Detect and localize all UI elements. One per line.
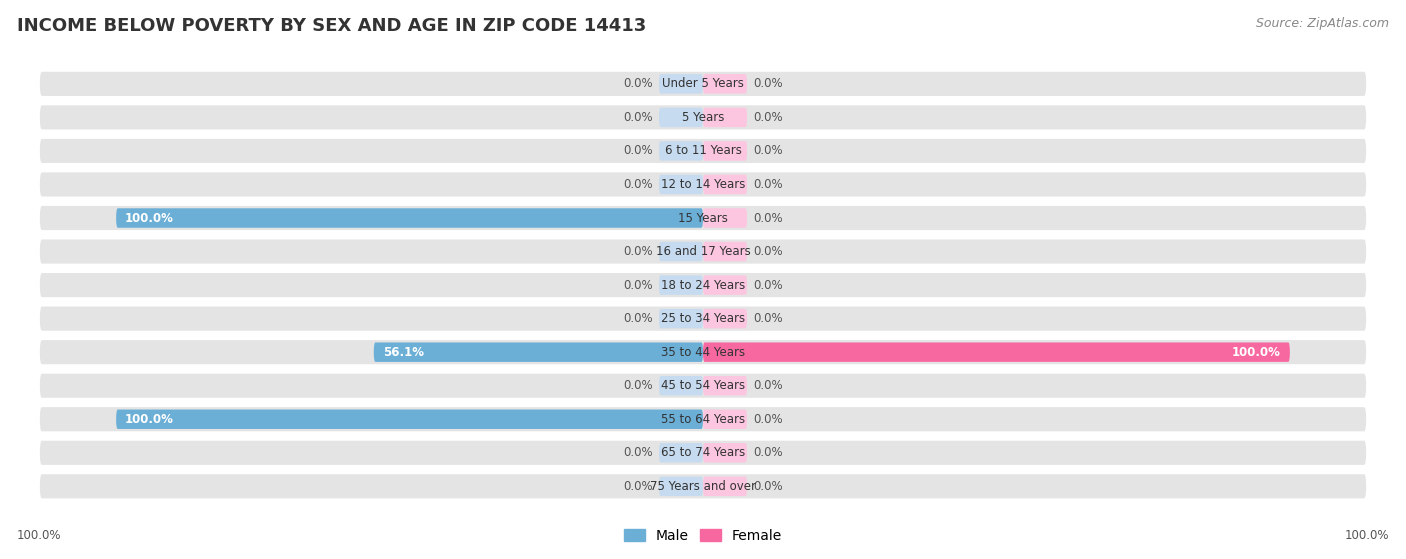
Text: 12 to 14 Years: 12 to 14 Years (661, 178, 745, 191)
Text: 0.0%: 0.0% (752, 111, 783, 124)
FancyBboxPatch shape (703, 443, 747, 462)
FancyBboxPatch shape (659, 242, 703, 261)
Legend: Male, Female: Male, Female (619, 523, 787, 548)
FancyBboxPatch shape (39, 373, 1367, 398)
Text: 0.0%: 0.0% (752, 144, 783, 158)
FancyBboxPatch shape (39, 273, 1367, 297)
Text: 5 Years: 5 Years (682, 111, 724, 124)
FancyBboxPatch shape (659, 309, 703, 328)
Text: 0.0%: 0.0% (623, 144, 654, 158)
FancyBboxPatch shape (703, 209, 747, 228)
FancyBboxPatch shape (39, 474, 1367, 499)
FancyBboxPatch shape (703, 376, 747, 395)
Text: 0.0%: 0.0% (623, 312, 654, 325)
Text: 0.0%: 0.0% (623, 77, 654, 91)
Text: 0.0%: 0.0% (752, 413, 783, 426)
FancyBboxPatch shape (39, 340, 1367, 364)
FancyBboxPatch shape (374, 343, 703, 362)
Text: 56.1%: 56.1% (382, 345, 423, 359)
Text: 0.0%: 0.0% (752, 312, 783, 325)
Text: 25 to 34 Years: 25 to 34 Years (661, 312, 745, 325)
Text: 100.0%: 100.0% (125, 413, 174, 426)
FancyBboxPatch shape (659, 443, 703, 462)
Text: 0.0%: 0.0% (752, 211, 783, 225)
FancyBboxPatch shape (39, 306, 1367, 331)
FancyBboxPatch shape (39, 440, 1367, 465)
FancyBboxPatch shape (39, 139, 1367, 163)
Text: 0.0%: 0.0% (623, 480, 654, 493)
FancyBboxPatch shape (703, 343, 1289, 362)
Text: 18 to 24 Years: 18 to 24 Years (661, 278, 745, 292)
Text: 6 to 11 Years: 6 to 11 Years (665, 144, 741, 158)
Text: 0.0%: 0.0% (752, 245, 783, 258)
Text: 0.0%: 0.0% (623, 379, 654, 392)
Text: 0.0%: 0.0% (752, 278, 783, 292)
Text: 0.0%: 0.0% (752, 77, 783, 91)
FancyBboxPatch shape (703, 175, 747, 194)
Text: 100.0%: 100.0% (1232, 345, 1281, 359)
Text: 0.0%: 0.0% (752, 178, 783, 191)
FancyBboxPatch shape (659, 141, 703, 160)
Text: 0.0%: 0.0% (623, 111, 654, 124)
FancyBboxPatch shape (703, 108, 747, 127)
Text: 0.0%: 0.0% (623, 178, 654, 191)
FancyBboxPatch shape (39, 206, 1367, 230)
Text: INCOME BELOW POVERTY BY SEX AND AGE IN ZIP CODE 14413: INCOME BELOW POVERTY BY SEX AND AGE IN Z… (17, 17, 647, 35)
FancyBboxPatch shape (659, 175, 703, 194)
Text: Source: ZipAtlas.com: Source: ZipAtlas.com (1256, 17, 1389, 30)
FancyBboxPatch shape (659, 108, 703, 127)
FancyBboxPatch shape (703, 410, 747, 429)
Text: Under 5 Years: Under 5 Years (662, 77, 744, 91)
FancyBboxPatch shape (659, 74, 703, 93)
FancyBboxPatch shape (659, 477, 703, 496)
FancyBboxPatch shape (659, 276, 703, 295)
FancyBboxPatch shape (703, 141, 747, 160)
FancyBboxPatch shape (659, 376, 703, 395)
FancyBboxPatch shape (703, 242, 747, 261)
FancyBboxPatch shape (39, 72, 1367, 96)
Text: 0.0%: 0.0% (623, 278, 654, 292)
Text: 35 to 44 Years: 35 to 44 Years (661, 345, 745, 359)
Text: 0.0%: 0.0% (623, 446, 654, 459)
Text: 100.0%: 100.0% (17, 529, 62, 542)
Text: 100.0%: 100.0% (1344, 529, 1389, 542)
FancyBboxPatch shape (117, 410, 703, 429)
FancyBboxPatch shape (39, 172, 1367, 197)
Text: 0.0%: 0.0% (752, 446, 783, 459)
FancyBboxPatch shape (39, 239, 1367, 264)
Text: 16 and 17 Years: 16 and 17 Years (655, 245, 751, 258)
FancyBboxPatch shape (39, 407, 1367, 432)
FancyBboxPatch shape (117, 209, 703, 228)
Text: 65 to 74 Years: 65 to 74 Years (661, 446, 745, 459)
FancyBboxPatch shape (39, 105, 1367, 130)
FancyBboxPatch shape (703, 477, 747, 496)
Text: 0.0%: 0.0% (752, 379, 783, 392)
Text: 0.0%: 0.0% (752, 480, 783, 493)
Text: 100.0%: 100.0% (125, 211, 174, 225)
Text: 55 to 64 Years: 55 to 64 Years (661, 413, 745, 426)
FancyBboxPatch shape (703, 74, 747, 93)
Text: 15 Years: 15 Years (678, 211, 728, 225)
Text: 0.0%: 0.0% (623, 245, 654, 258)
FancyBboxPatch shape (703, 309, 747, 328)
FancyBboxPatch shape (703, 276, 747, 295)
Text: 45 to 54 Years: 45 to 54 Years (661, 379, 745, 392)
Text: 75 Years and over: 75 Years and over (650, 480, 756, 493)
